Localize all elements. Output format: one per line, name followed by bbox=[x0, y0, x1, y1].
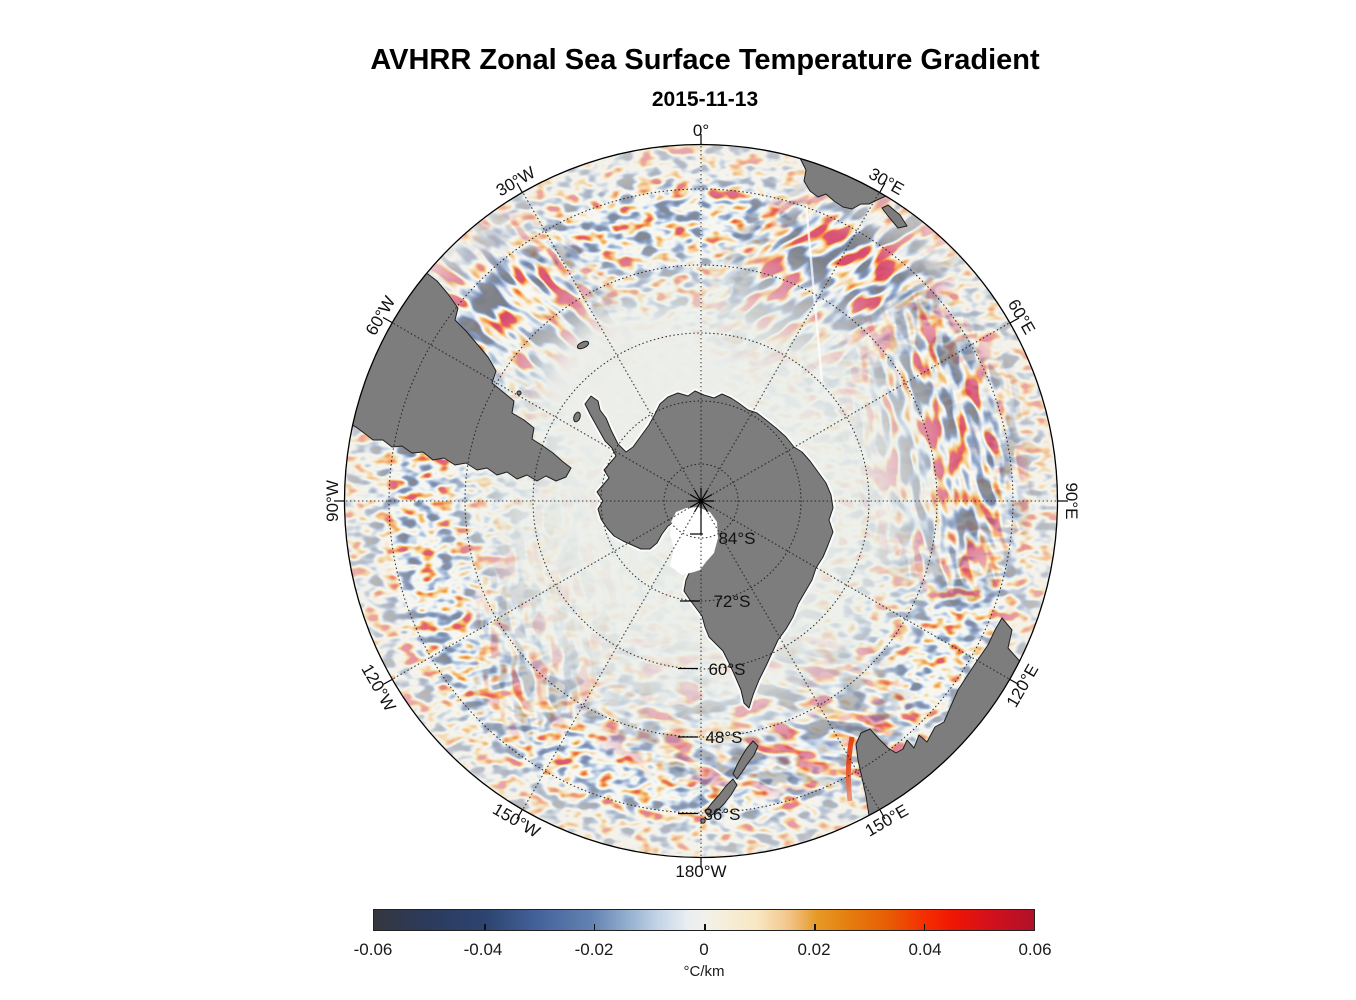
parallel-label-60s: 60°S bbox=[708, 660, 746, 679]
map-boundary-circle bbox=[343, 143, 1059, 859]
colorbar-tick-label: 0 bbox=[699, 940, 709, 959]
colorbar-tick-label: -0.06 bbox=[353, 940, 393, 959]
colorbar-tick-labels: -0.06 -0.04 -0.02 0 0.02 0.04 0.06 bbox=[0, 940, 1356, 962]
pole-marker bbox=[678, 488, 714, 815]
colorbar-tick-label: -0.02 bbox=[574, 940, 614, 959]
parallel-circle-36s bbox=[388, 188, 1014, 814]
colorbar-gradient bbox=[373, 909, 1035, 931]
parallel-circle-48s bbox=[464, 264, 938, 738]
meridian-label-90e: 90°E bbox=[1062, 482, 1081, 520]
colorbar-tick-mark bbox=[704, 924, 706, 930]
meridian-120w bbox=[392, 507, 690, 680]
stewart-island bbox=[700, 818, 706, 824]
meridian-150w bbox=[522, 512, 695, 810]
new-zealand-south-island bbox=[704, 778, 738, 818]
parallel-circle-72s bbox=[600, 400, 802, 602]
meridian-edge-ticks bbox=[334, 134, 1068, 868]
ross-ice-shelf-patch bbox=[670, 507, 718, 575]
parallel-circle-84s bbox=[663, 463, 739, 539]
south-america-landmass bbox=[349, 267, 572, 482]
parallel-label-72s: 72°S bbox=[713, 592, 751, 611]
new-zealand-north-island bbox=[732, 740, 759, 780]
chart-date-subtitle: 2015-11-13 bbox=[651, 88, 759, 111]
graticule bbox=[344, 144, 1058, 858]
meridian-150e bbox=[707, 512, 880, 810]
meridian-60e bbox=[712, 322, 1010, 495]
meridian-label-0: 0° bbox=[692, 121, 710, 140]
meridian-120e bbox=[712, 507, 1010, 680]
meridian-label-180w: 180°W bbox=[675, 862, 727, 881]
small-islet bbox=[516, 390, 522, 396]
colorbar-tick-mark bbox=[923, 924, 926, 930]
meridian-60w bbox=[392, 322, 690, 495]
parallel-label-84s: 84°S bbox=[718, 529, 756, 548]
colorbar-tick-mark bbox=[484, 924, 486, 930]
colorbar-tick-mark bbox=[814, 924, 816, 930]
parallel-circle-60s bbox=[532, 332, 870, 670]
colorbar-unit-label: °C/km bbox=[683, 963, 725, 980]
south-georgia-islet bbox=[576, 340, 590, 350]
colorbar-tick-label: 0.02 bbox=[797, 940, 831, 959]
parallel-label-36s: 36°S bbox=[703, 805, 741, 824]
colorbar-tick-label: 0.06 bbox=[1018, 940, 1052, 959]
peninsula-tip-islet bbox=[573, 411, 581, 423]
africa-east-islet bbox=[881, 204, 908, 229]
chart-title: AVHRR Zonal Sea Surface Temperature Grad… bbox=[370, 44, 1040, 76]
meridian-label-90w: 90°W bbox=[323, 480, 342, 522]
meridian-30e bbox=[707, 192, 880, 490]
meridian-30w bbox=[522, 192, 695, 490]
parallel-label-48s: 48°S bbox=[705, 728, 743, 747]
colorbar-tick-mark bbox=[593, 924, 596, 930]
colorbar-tick-label: -0.04 bbox=[463, 940, 503, 959]
colorbar-tick-label: 0.04 bbox=[908, 940, 942, 959]
